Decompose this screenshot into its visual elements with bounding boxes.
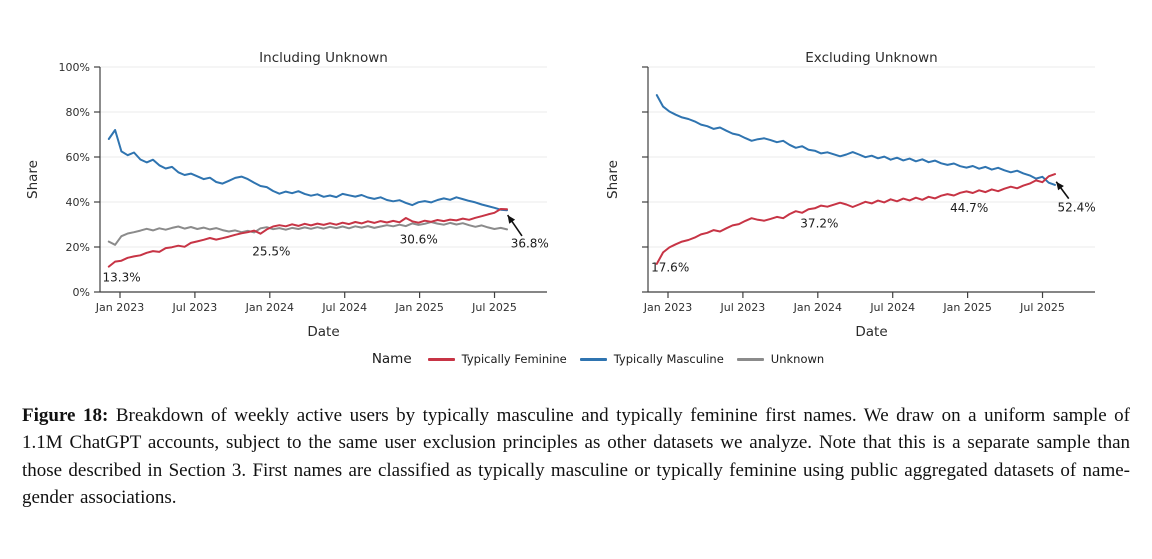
legend-item-unknown: Unknown bbox=[736, 352, 825, 366]
value-annotation: 44.7% bbox=[950, 201, 988, 215]
series-line-typically-feminine bbox=[107, 208, 508, 268]
chart-legend: Name Typically Feminine Typically Masculi… bbox=[0, 351, 1152, 367]
x-axis-title: Date bbox=[307, 324, 339, 340]
x-axis-title: Date bbox=[855, 324, 887, 340]
y-tick-label: 40% bbox=[66, 196, 90, 209]
series-line-typically-masculine bbox=[655, 94, 1056, 186]
x-tick-label: Jan 2024 bbox=[245, 301, 294, 314]
y-axis-title: Share bbox=[25, 160, 41, 199]
legend-swatch-icon bbox=[579, 357, 607, 361]
legend-item-typically-feminine: Typically Feminine bbox=[427, 352, 567, 366]
y-tick-label: 80% bbox=[66, 106, 90, 119]
annotation-arrowhead bbox=[507, 215, 516, 224]
charts-canvas: 0%20%40%60%80%100%Jan 2023 Jul 2023 Jan 20… bbox=[25, 50, 1096, 340]
y-axis-title: Share bbox=[605, 160, 621, 199]
x-tick-label: Jan 2023 bbox=[643, 301, 692, 314]
legend-swatch-icon bbox=[427, 357, 455, 361]
x-tick-label: Jan 2025 bbox=[394, 301, 443, 314]
x-tick-label: Jul 2024 bbox=[321, 301, 367, 314]
value-annotation: 30.6% bbox=[400, 232, 438, 246]
legend-item-label: Unknown bbox=[770, 352, 825, 366]
value-annotation: 13.3% bbox=[103, 271, 141, 285]
figure-caption: Figure 18: Breakdown of weekly active us… bbox=[22, 402, 1130, 512]
chart-panel-excluding-unknown: Jan 2023 Jul 2023 Jan 2024 Jul 2024 Jan 2025… bbox=[605, 50, 1096, 340]
y-tick-label: 20% bbox=[66, 241, 90, 254]
annotation-arrowhead bbox=[1056, 181, 1064, 191]
value-annotation: 52.4% bbox=[1058, 200, 1096, 214]
value-annotation: 17.6% bbox=[651, 260, 689, 274]
legend-swatch-icon bbox=[736, 357, 764, 361]
series-line-unknown bbox=[107, 221, 508, 246]
value-annotation: 36.8% bbox=[511, 236, 549, 250]
series-line-typically-feminine bbox=[655, 173, 1056, 265]
x-tick-label: Jul 2023 bbox=[172, 301, 218, 314]
chart-panel-including-unknown: 0% 20% 40% 60% 80% 100% Jan 2023 Jul 2023 Jan 20… bbox=[25, 50, 549, 340]
x-tick-label: Jul 2025 bbox=[471, 301, 517, 314]
y-tick-label: 100% bbox=[59, 61, 90, 74]
x-tick-label: Jul 2023 bbox=[720, 301, 766, 314]
series-line-typically-masculine bbox=[107, 129, 508, 212]
chart-title: Excluding Unknown bbox=[805, 50, 937, 66]
value-annotation: 37.2% bbox=[800, 217, 838, 231]
x-tick-label: Jan 2024 bbox=[793, 301, 842, 314]
x-tick-label: Jul 2025 bbox=[1019, 301, 1065, 314]
y-tick-label: 0% bbox=[73, 286, 90, 299]
value-annotation: 25.5% bbox=[252, 245, 290, 259]
figure-caption-text: Breakdown of weekly active users by typi… bbox=[22, 405, 1131, 509]
legend-item-typically-masculine: Typically Masculine bbox=[579, 352, 724, 366]
x-tick-label: Jul 2024 bbox=[869, 301, 915, 314]
y-tick-label: 60% bbox=[66, 151, 90, 164]
x-tick-label: Jan 2025 bbox=[942, 301, 991, 314]
figure-caption-label: Figure 18: bbox=[22, 405, 109, 426]
legend-title: Name bbox=[371, 351, 412, 367]
legend-item-label: Typically Feminine bbox=[461, 352, 567, 366]
x-tick-label: Jan 2023 bbox=[95, 301, 144, 314]
chart-title: Including Unknown bbox=[259, 50, 388, 66]
legend-item-label: Typically Masculine bbox=[613, 352, 724, 366]
